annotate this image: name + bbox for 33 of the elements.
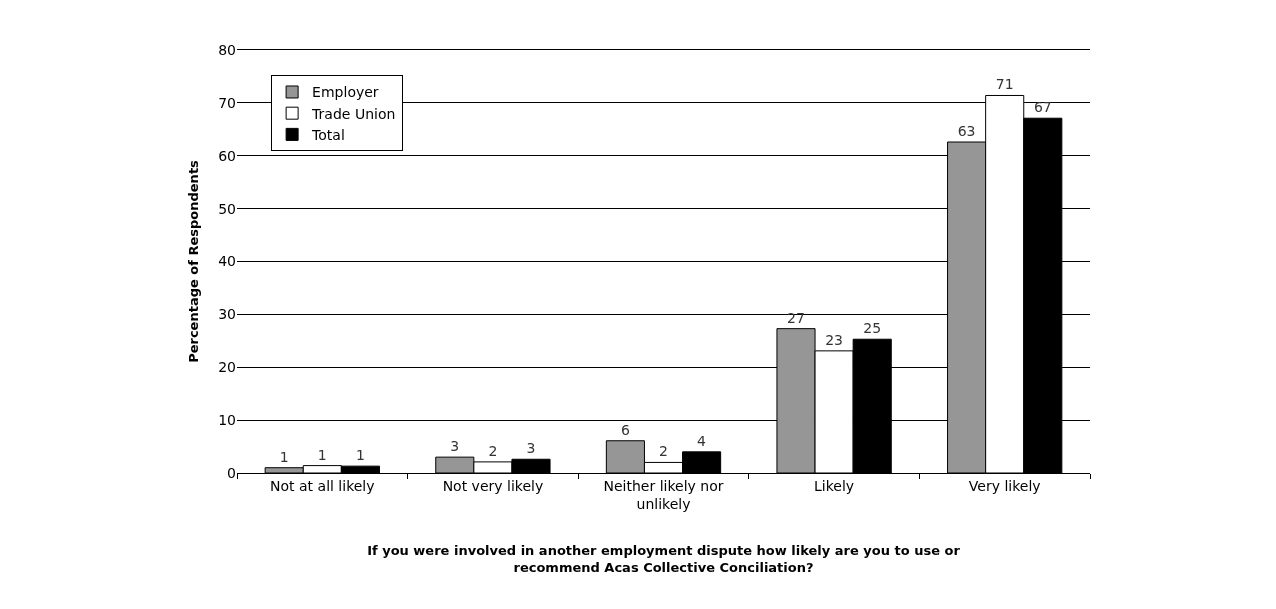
- data-label: 1: [355, 447, 365, 464]
- y-tick-label: 60: [218, 147, 236, 164]
- data-label: 6: [620, 421, 630, 438]
- data-label: 23: [825, 331, 844, 348]
- x-tick-label: Not very likely: [442, 477, 544, 494]
- x-tick-label: Likely: [814, 477, 855, 494]
- legend-label: Trade Union: [311, 105, 396, 122]
- data-label: 71: [995, 76, 1014, 93]
- data-label: 3: [526, 440, 536, 457]
- y-axis-title: Percentage of Respondents: [186, 159, 202, 363]
- data-label: 2: [488, 442, 498, 459]
- y-tick-label: 80: [218, 41, 236, 58]
- legend-label: Employer: [312, 84, 379, 101]
- y-tick-label: 40: [218, 253, 236, 270]
- y-tick-label: 70: [218, 94, 236, 111]
- x-tick-label: Neither likely nor unlikely: [603, 477, 724, 512]
- x-tick-label: Very likely: [968, 477, 1041, 494]
- y-tick-label: 30: [218, 306, 236, 323]
- y-tick-label: 50: [218, 200, 236, 217]
- data-label: 4: [697, 432, 707, 449]
- data-label: 1: [279, 448, 289, 465]
- data-label: 67: [1033, 99, 1052, 116]
- data-label: 1: [317, 446, 327, 463]
- y-tick-label: 20: [218, 359, 236, 376]
- x-tick-label: Not at all likely: [270, 477, 375, 494]
- data-label: 25: [863, 320, 882, 337]
- x-axis-title: If you were involved in another employment dispute how likely are you to use or recommend Acas Collective Conciliation?: [367, 542, 961, 575]
- legend-label: Total: [311, 126, 345, 143]
- data-label: 3: [450, 438, 460, 455]
- data-label: 63: [957, 123, 976, 139]
- y-tick-label: 10: [218, 412, 236, 429]
- y-tick-label: 0: [227, 464, 236, 481]
- data-label: 2: [659, 443, 668, 460]
